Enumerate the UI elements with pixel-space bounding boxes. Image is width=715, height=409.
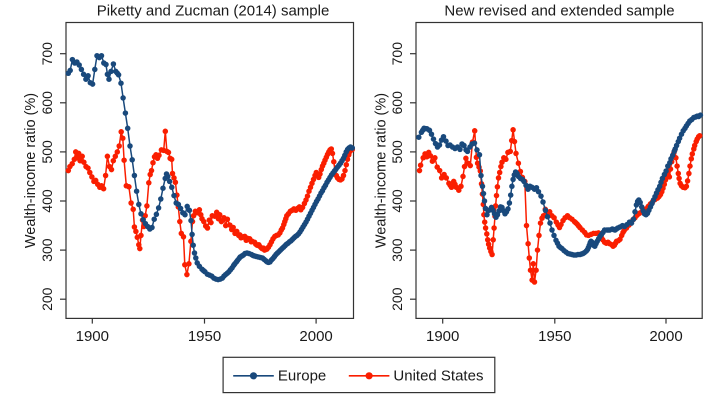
svg-text:Piketty and Zucman (2014) samp: Piketty and Zucman (2014) sample (97, 3, 330, 20)
svg-text:1900: 1900 (426, 328, 459, 345)
svg-text:400: 400 (389, 189, 405, 213)
svg-text:Europe: Europe (278, 368, 326, 385)
svg-text:200: 200 (389, 287, 405, 311)
svg-text:United States: United States (393, 368, 483, 385)
svg-text:500: 500 (39, 140, 55, 164)
svg-text:1950: 1950 (538, 328, 571, 345)
svg-text:600: 600 (389, 91, 405, 115)
svg-text:2000: 2000 (649, 328, 682, 345)
svg-text:1900: 1900 (76, 328, 109, 345)
svg-text:200: 200 (39, 287, 55, 311)
svg-text:700: 700 (39, 42, 55, 66)
svg-text:400: 400 (39, 189, 55, 213)
svg-text:2000: 2000 (299, 328, 332, 345)
svg-text:700: 700 (389, 42, 405, 66)
svg-text:Wealth-income ratio (%): Wealth-income ratio (%) (374, 93, 390, 248)
svg-text:300: 300 (389, 238, 405, 262)
svg-text:300: 300 (39, 238, 55, 262)
svg-text:600: 600 (39, 91, 55, 115)
svg-text:Wealth-income ratio (%): Wealth-income ratio (%) (23, 93, 39, 248)
svg-text:1950: 1950 (188, 328, 221, 345)
svg-text:New revised and extended sampl: New revised and extended sample (444, 3, 674, 20)
svg-text:500: 500 (389, 140, 405, 164)
